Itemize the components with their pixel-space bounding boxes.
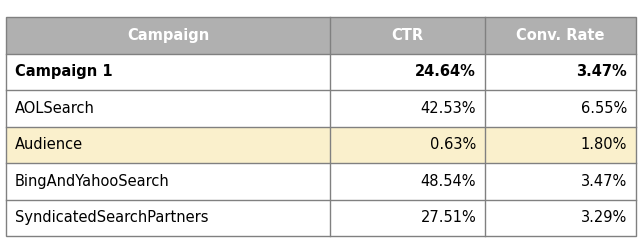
Bar	[331, 54, 485, 90]
Bar	[6, 17, 636, 236]
Text: 6.55%: 6.55%	[581, 101, 627, 116]
Bar	[331, 17, 485, 54]
Bar	[331, 163, 485, 200]
Bar	[331, 127, 485, 163]
Bar	[6, 90, 331, 127]
Bar	[485, 200, 636, 236]
Text: 48.54%: 48.54%	[421, 174, 476, 189]
Bar	[331, 200, 485, 236]
Text: 42.53%: 42.53%	[421, 101, 476, 116]
Text: Campaign: Campaign	[127, 28, 209, 43]
Bar	[485, 127, 636, 163]
Bar	[485, 163, 636, 200]
Text: Conv. Rate: Conv. Rate	[516, 28, 604, 43]
Text: SyndicatedSearchPartners: SyndicatedSearchPartners	[15, 210, 208, 225]
Bar	[6, 54, 331, 90]
Bar	[485, 54, 636, 90]
Text: AOLSearch: AOLSearch	[15, 101, 94, 116]
Text: BingAndYahooSearch: BingAndYahooSearch	[15, 174, 169, 189]
Text: Audience: Audience	[15, 138, 83, 153]
Text: 1.80%: 1.80%	[581, 138, 627, 153]
Bar	[485, 90, 636, 127]
Bar	[6, 17, 331, 54]
Text: 3.29%: 3.29%	[581, 210, 627, 225]
Bar	[331, 90, 485, 127]
Bar	[485, 17, 636, 54]
Text: CTR: CTR	[392, 28, 424, 43]
Bar	[6, 163, 331, 200]
Text: 3.47%: 3.47%	[577, 64, 627, 79]
Text: 3.47%: 3.47%	[581, 174, 627, 189]
Text: 0.63%: 0.63%	[430, 138, 476, 153]
Bar	[6, 200, 331, 236]
Bar	[6, 127, 331, 163]
Text: 27.51%: 27.51%	[421, 210, 476, 225]
Text: 24.64%: 24.64%	[415, 64, 476, 79]
Text: Campaign 1: Campaign 1	[15, 64, 112, 79]
